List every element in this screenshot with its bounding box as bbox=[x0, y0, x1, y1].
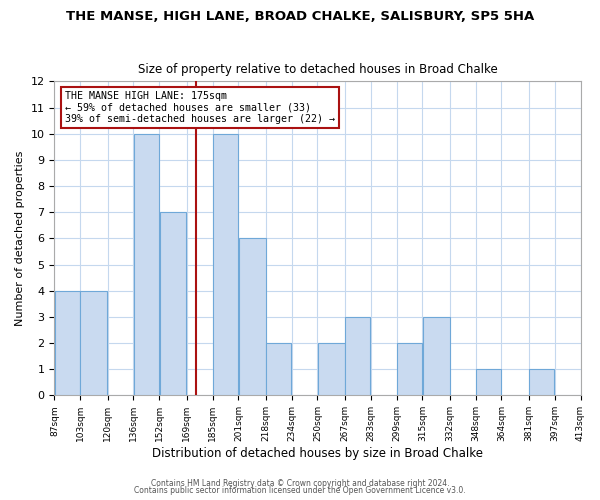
Bar bbox=[55, 290, 80, 396]
Text: THE MANSE HIGH LANE: 175sqm
← 59% of detached houses are smaller (33)
39% of sem: THE MANSE HIGH LANE: 175sqm ← 59% of det… bbox=[65, 91, 335, 124]
Bar bbox=[266, 343, 292, 396]
Bar bbox=[80, 290, 107, 396]
Bar bbox=[397, 343, 422, 396]
Y-axis label: Number of detached properties: Number of detached properties bbox=[15, 150, 25, 326]
Title: Size of property relative to detached houses in Broad Chalke: Size of property relative to detached ho… bbox=[137, 63, 497, 76]
Text: Contains public sector information licensed under the Open Government Licence v3: Contains public sector information licen… bbox=[134, 486, 466, 495]
Bar bbox=[318, 343, 344, 396]
Bar bbox=[239, 238, 266, 396]
Bar bbox=[160, 212, 187, 396]
Bar bbox=[213, 134, 238, 396]
Bar bbox=[476, 369, 501, 396]
Bar bbox=[529, 369, 554, 396]
Bar bbox=[134, 134, 159, 396]
Bar bbox=[345, 317, 370, 396]
Bar bbox=[422, 317, 449, 396]
X-axis label: Distribution of detached houses by size in Broad Chalke: Distribution of detached houses by size … bbox=[152, 447, 483, 460]
Text: Contains HM Land Registry data © Crown copyright and database right 2024.: Contains HM Land Registry data © Crown c… bbox=[151, 478, 449, 488]
Text: THE MANSE, HIGH LANE, BROAD CHALKE, SALISBURY, SP5 5HA: THE MANSE, HIGH LANE, BROAD CHALKE, SALI… bbox=[66, 10, 534, 23]
